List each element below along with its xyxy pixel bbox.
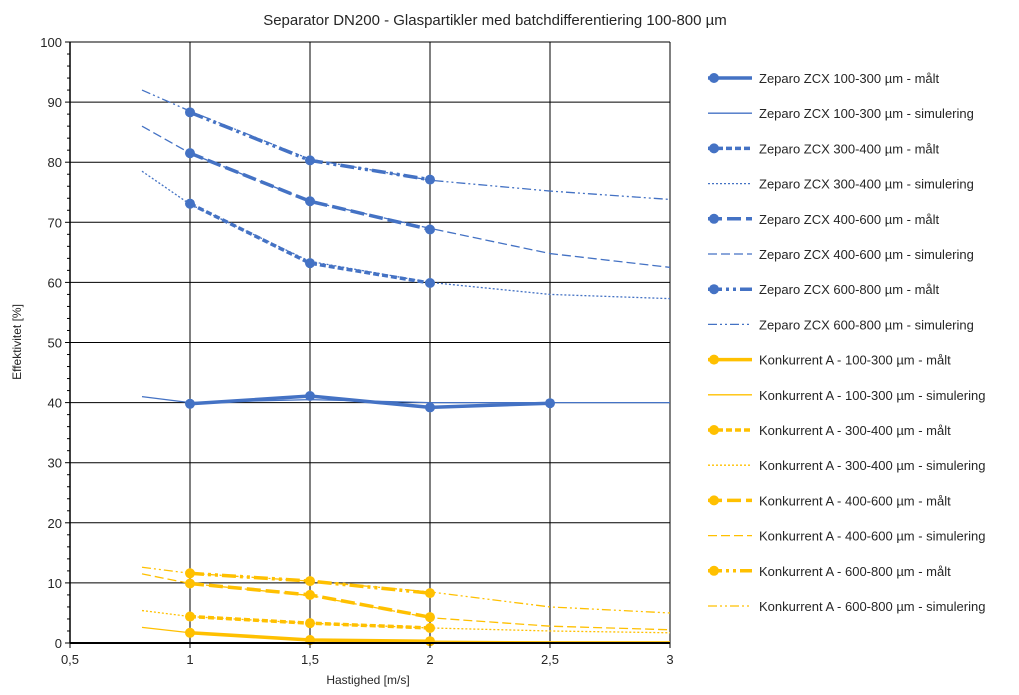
- x-tick-label: 2,5: [541, 652, 559, 667]
- data-point: [305, 258, 315, 269]
- legend-marker: [709, 143, 719, 154]
- legend-label: Konkurrent A - 100-300 µm - simulering: [759, 388, 985, 403]
- legend-marker: [709, 284, 719, 295]
- legend-label: Zeparo ZCX 600-800 µm - simulering: [759, 317, 974, 332]
- series-line: [189, 571, 431, 595]
- data-point: [425, 588, 435, 599]
- y-tick-label: 60: [48, 275, 62, 290]
- legend-marker: [709, 425, 719, 435]
- legend-marker: [709, 213, 719, 224]
- series-line: [189, 151, 431, 232]
- x-axis-label: Hastighed [m/s]: [326, 673, 409, 687]
- data-point: [425, 622, 435, 633]
- y-tick-label: 30: [48, 456, 62, 471]
- legend-label: Zeparo ZCX 600-800 µm - målt: [759, 282, 940, 297]
- legend-label: Konkurrent A - 400-600 µm - målt: [759, 493, 951, 508]
- series-line: [141, 89, 671, 201]
- data-point: [305, 390, 315, 401]
- data-point: [185, 578, 195, 589]
- chart-title: Separator DN200 - Glaspartikler med batc…: [263, 12, 727, 29]
- series-line: [141, 125, 671, 269]
- data-point: [425, 402, 435, 413]
- x-tick-label: 1,5: [301, 652, 319, 667]
- y-tick-label: 0: [55, 636, 62, 651]
- data-point: [305, 589, 315, 600]
- series-line: [189, 394, 551, 410]
- legend-marker: [709, 495, 719, 506]
- y-tick-label: 20: [48, 516, 62, 531]
- data-point: [545, 398, 555, 409]
- series-layer: [141, 89, 671, 647]
- y-tick-label: 100: [40, 35, 62, 50]
- data-point: [305, 576, 315, 587]
- y-tick-label: 50: [48, 336, 62, 351]
- y-tick-label: 10: [48, 576, 62, 591]
- data-point: [305, 155, 315, 166]
- legend: Zeparo ZCX 100-300 µm - målt Zeparo ZCX 1…: [708, 71, 985, 614]
- y-tick-label: 40: [48, 396, 62, 411]
- legend-label: Zeparo ZCX 400-600 µm - målt: [759, 212, 940, 227]
- legend-marker: [709, 73, 719, 83]
- data-point: [185, 198, 195, 209]
- data-point: [185, 568, 195, 579]
- series-line: [141, 573, 671, 631]
- series-line: [141, 566, 671, 614]
- legend-label: Zeparo ZCX 100-300 µm - målt: [759, 71, 940, 86]
- data-point: [425, 224, 435, 235]
- legend-marker: [709, 354, 719, 365]
- data-point: [305, 618, 315, 629]
- x-tick-label: 1: [186, 652, 193, 667]
- legend-label: Zeparo ZCX 300-400 µm - simulering: [759, 177, 974, 192]
- y-axis-label: Effektivitet [%]: [10, 304, 24, 380]
- y-tick-label: 90: [48, 95, 62, 110]
- data-point: [185, 627, 195, 638]
- legend-label: Konkurrent A - 600-800 µm - målt: [759, 564, 951, 579]
- data-point: [185, 148, 195, 159]
- series-line: [141, 170, 671, 300]
- data-point: [185, 611, 195, 622]
- x-tick-label: 2: [426, 652, 433, 667]
- y-tick-label: 80: [48, 155, 62, 170]
- legend-label: Zeparo ZCX 100-300 µm - simulering: [759, 106, 974, 121]
- data-point: [425, 612, 435, 623]
- data-point: [425, 174, 435, 185]
- legend-label: Konkurrent A - 600-800 µm - simulering: [759, 599, 985, 614]
- x-tick-label: 3: [666, 652, 673, 667]
- legend-label: Konkurrent A - 400-600 µm - simulering: [759, 529, 985, 544]
- legend-label: Konkurrent A - 300-400 µm - simulering: [759, 458, 985, 473]
- x-tick-label: 0,5: [61, 652, 79, 667]
- y-tick-label: 70: [48, 215, 62, 230]
- legend-label: Zeparo ZCX 400-600 µm - simulering: [759, 247, 974, 262]
- data-point: [185, 107, 195, 118]
- grid-layer: [70, 41, 671, 643]
- data-point: [185, 398, 195, 409]
- data-point: [305, 196, 315, 207]
- legend-marker: [709, 565, 719, 576]
- legend-label: Konkurrent A - 100-300 µm - målt: [759, 353, 951, 368]
- axis-layer: 0 10 20 30 40 50 60 70 80 90 100 0,5 1 1,5 2 2,5 3: [40, 35, 673, 667]
- data-point: [425, 278, 435, 289]
- legend-label: Zeparo ZCX 300-400 µm - målt: [759, 141, 940, 156]
- legend-label: Konkurrent A - 300-400 µm - målt: [759, 423, 951, 438]
